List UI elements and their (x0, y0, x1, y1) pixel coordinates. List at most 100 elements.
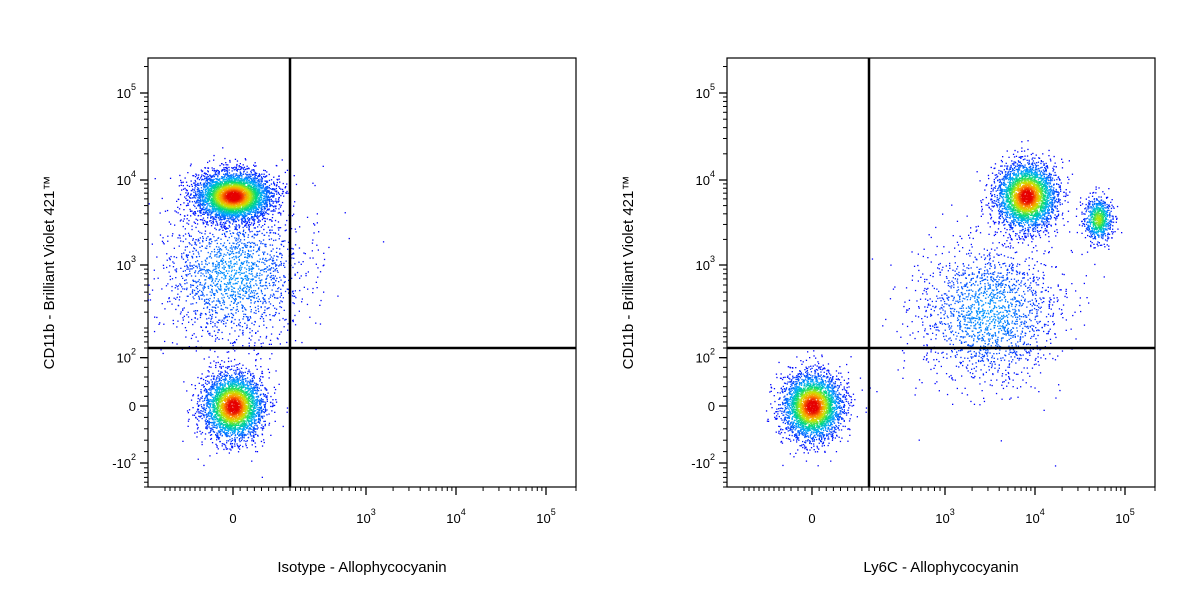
event-dot (212, 278, 214, 280)
event-dot (292, 302, 294, 304)
event-dot (198, 193, 200, 195)
event-dot (236, 367, 238, 369)
event-dot (185, 205, 188, 207)
event-dot (226, 442, 228, 444)
event-dot (221, 210, 223, 212)
event-dot (299, 289, 301, 292)
event-dot (268, 298, 270, 300)
event-dot (234, 295, 236, 297)
event-dot (274, 268, 276, 271)
event-dot (203, 183, 206, 185)
event-dot (211, 216, 213, 218)
event-dot (227, 373, 229, 375)
event-dot (244, 277, 246, 280)
event-dot (240, 172, 242, 175)
event-dot (323, 258, 326, 261)
event-dot (215, 216, 218, 219)
event-dot (259, 185, 261, 188)
event-dot (273, 294, 275, 296)
event-dot (228, 166, 230, 169)
event-dot (167, 301, 169, 303)
event-dot (250, 216, 253, 219)
event-dot (162, 242, 164, 244)
event-dot (197, 176, 199, 179)
event-dot (204, 185, 206, 187)
event-dot (206, 179, 208, 181)
event-dot (253, 205, 256, 207)
event-dot (234, 158, 237, 160)
event-dot (278, 208, 280, 210)
event-dot (265, 260, 268, 262)
event-dot (244, 295, 246, 297)
event-dot (270, 343, 272, 345)
event-dot (246, 165, 248, 167)
event-dot (231, 218, 233, 220)
event-dot (199, 201, 201, 203)
event-dot (234, 178, 236, 180)
event-dot (212, 207, 214, 209)
event-dot (197, 394, 200, 396)
event-dot (184, 215, 186, 217)
event-dot (203, 399, 206, 402)
event-dot (276, 200, 278, 202)
event-dot (222, 213, 225, 215)
event-dot (216, 392, 218, 394)
event-dot (241, 433, 243, 435)
event-dot (257, 205, 260, 207)
event-dot (153, 278, 155, 280)
event-dot (235, 252, 237, 254)
event-dot (203, 405, 205, 407)
event-dot (261, 382, 263, 384)
event-dot (265, 243, 267, 246)
event-dot (262, 258, 264, 260)
event-dot (218, 219, 221, 221)
event-dot (233, 242, 235, 245)
event-dot (221, 227, 223, 229)
event-dot (253, 399, 255, 401)
event-dot (279, 276, 281, 279)
event-dot (251, 211, 253, 213)
event-dot (211, 280, 213, 283)
event-dot (237, 281, 239, 283)
event-dot (227, 179, 230, 181)
event-dot (233, 287, 235, 289)
event-dot (278, 193, 281, 195)
event-dot (240, 437, 242, 439)
event-dot (207, 269, 209, 271)
event-dot (220, 366, 222, 368)
event-dot (238, 385, 240, 387)
event-dot (270, 256, 272, 258)
event-dot (204, 397, 207, 399)
event-dot (298, 310, 300, 312)
event-dot (228, 242, 231, 244)
event-dot (231, 379, 233, 381)
event-dot (264, 180, 266, 182)
event-dot (244, 375, 246, 377)
event-dot (232, 378, 234, 381)
event-dot (251, 415, 253, 417)
event-dot (222, 245, 224, 247)
event-dot (244, 194, 246, 196)
event-dot (197, 197, 199, 199)
event-dot (258, 204, 260, 206)
event-dot (220, 238, 222, 240)
event-dot (211, 205, 213, 207)
event-dot (264, 217, 266, 220)
event-dot (194, 241, 196, 243)
event-dot (253, 377, 255, 379)
event-dot (235, 220, 237, 222)
event-dot (201, 335, 203, 337)
event-dot (262, 399, 264, 401)
event-dot (247, 372, 249, 375)
event-dot (224, 314, 226, 316)
event-dot (206, 258, 208, 260)
event-dot (215, 424, 218, 427)
event-dot (255, 212, 257, 215)
event-dot (208, 243, 210, 245)
event-dot (224, 378, 226, 381)
event-dot (246, 382, 248, 384)
event-dot (253, 349, 255, 351)
event-dot (247, 217, 249, 219)
event-dot (218, 262, 220, 264)
event-dot (196, 424, 199, 426)
